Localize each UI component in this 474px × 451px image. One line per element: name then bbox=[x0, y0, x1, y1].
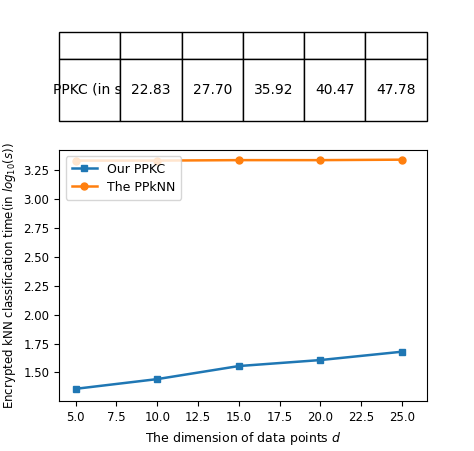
Line: Our PPKC: Our PPKC bbox=[72, 348, 406, 392]
Our PPKC bbox=[399, 349, 405, 354]
The PPkNN bbox=[318, 157, 323, 163]
The PPkNN bbox=[155, 158, 160, 163]
The PPkNN bbox=[236, 157, 242, 163]
Our PPKC bbox=[155, 377, 160, 382]
Our PPKC bbox=[318, 357, 323, 363]
X-axis label: The dimension of data points $d$: The dimension of data points $d$ bbox=[145, 430, 341, 446]
The PPkNN bbox=[73, 158, 78, 163]
Legend: Our PPKC, The PPkNN: Our PPKC, The PPkNN bbox=[65, 156, 182, 200]
Line: The PPkNN: The PPkNN bbox=[72, 156, 406, 164]
The PPkNN bbox=[399, 157, 405, 162]
Our PPKC bbox=[236, 364, 242, 369]
Y-axis label: Encrypted kNN classification time(in $log_{10}(s)$): Encrypted kNN classification time(in $lo… bbox=[1, 143, 18, 409]
Our PPKC bbox=[73, 386, 78, 391]
